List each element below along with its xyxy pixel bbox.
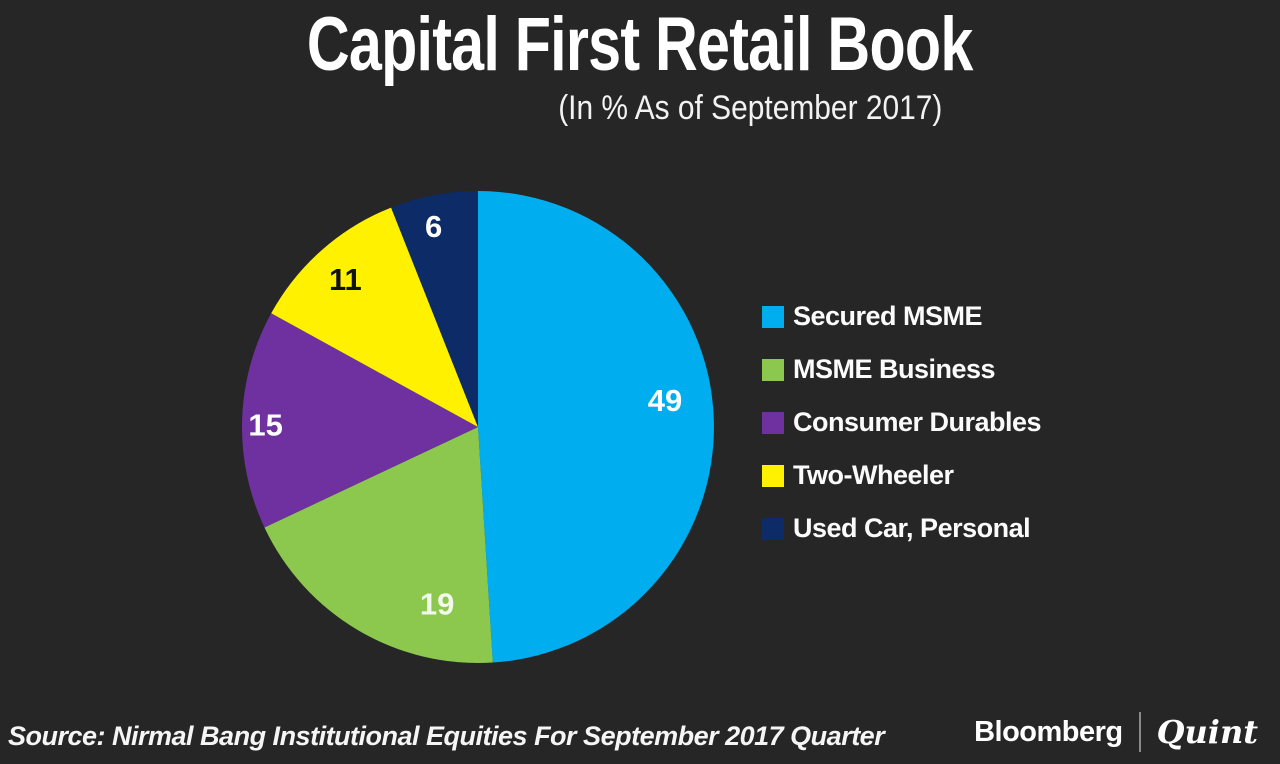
legend-label: Two-Wheeler — [793, 460, 954, 490]
legend-label: Consumer Durables — [793, 407, 1042, 437]
legend-item: Used Car, Personal — [762, 513, 1041, 543]
legend-swatch-msme-business — [762, 358, 784, 381]
pie-value-label-used-car-personal: 6 — [425, 209, 442, 244]
pie-chart: 49 19 15 11 6 — [242, 191, 714, 663]
pie-value-label-consumer-durables: 15 — [248, 408, 282, 443]
pie-slice-msme-business — [264, 427, 493, 663]
source-note: Source: Nirmal Bang Institutional Equiti… — [8, 721, 885, 751]
header: Capital First Retail Book (In % As of Se… — [0, 2, 1280, 128]
legend-swatch-used-car-personal — [762, 517, 784, 540]
legend-swatch-two-wheeler — [762, 464, 784, 487]
brand-logos: Bloomberg Quint — [974, 710, 1258, 754]
page-title: Capital First Retail Book — [0, 2, 1280, 87]
pie-slice-two-wheeler — [271, 207, 478, 427]
page-subtitle: (In % As of September 2017) — [220, 89, 1280, 128]
legend-label: Secured MSME — [793, 301, 983, 331]
pie-value-label-secured-msme: 49 — [648, 383, 682, 418]
quint-logo: Quint — [1156, 713, 1258, 751]
legend-label: Used Car, Personal — [793, 513, 1031, 543]
pie-slice-used-car-personal — [391, 191, 478, 427]
legend: Secured MSME MSME Business Consumer Dura… — [762, 301, 1042, 568]
pie-value-label-msme-business: 19 — [420, 587, 454, 622]
legend-swatch-secured-msme — [762, 305, 784, 328]
legend-item: Two-Wheeler — [762, 460, 1041, 490]
legend-item: MSME Business — [762, 354, 1041, 384]
brand-divider — [1138, 712, 1141, 752]
page-title-text: Capital First Retail Book — [307, 2, 973, 87]
pie-value-label-two-wheeler: 11 — [329, 262, 362, 297]
page-subtitle-text: (In % As of September 2017) — [557, 89, 943, 128]
pie-slice-consumer-durables — [242, 313, 478, 528]
legend-item: Consumer Durables — [762, 407, 1042, 437]
legend-label: MSME Business — [793, 354, 996, 384]
legend-swatch-consumer-durables — [762, 411, 784, 434]
pie-slice-secured-msme — [478, 191, 714, 663]
bloomberg-logo: Bloomberg — [974, 715, 1123, 748]
legend-item: Secured MSME — [762, 301, 1041, 331]
